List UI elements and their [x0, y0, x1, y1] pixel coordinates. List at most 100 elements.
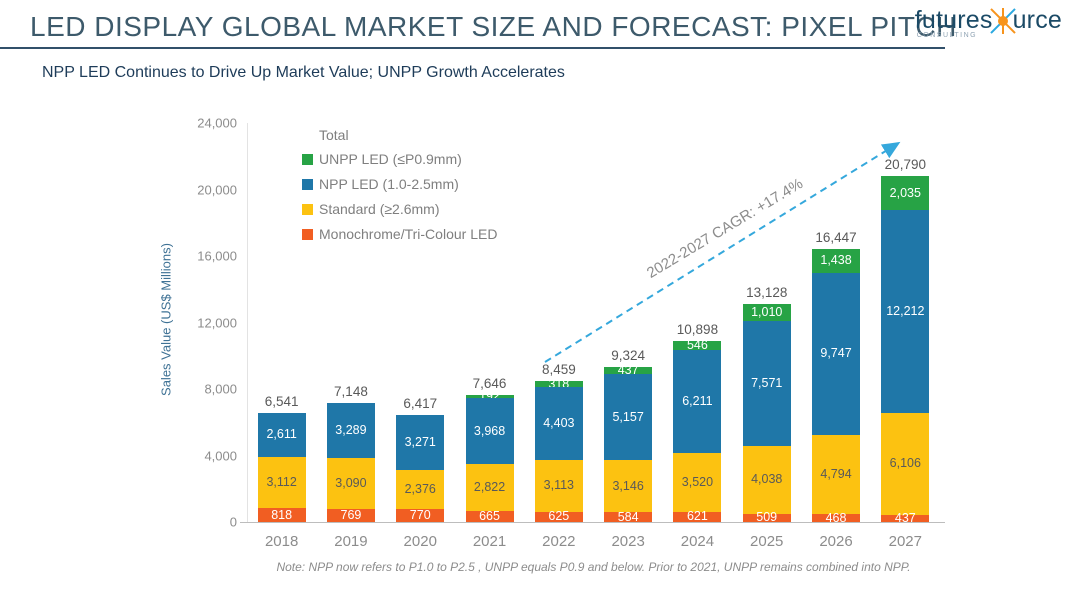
bar-stack: 3,271 2,376 770 — [396, 415, 445, 523]
bar-total-label: 20,790 — [884, 157, 926, 173]
y-axis-ticks: 0 4,000 8,000 12,000 16,000 20,000 24,000 — [160, 116, 237, 530]
y-tick-label: 20,000 — [197, 182, 237, 197]
bar-column-2026: 16,447 1,438 9,747 4,794 468 2026 — [801, 123, 870, 550]
legend-label: Monochrome/Tri-Colour LED — [319, 226, 498, 242]
segment-value-label: 770 — [409, 508, 431, 523]
bar-total-label: 6,541 — [264, 394, 299, 410]
bar-stack: 1,438 9,747 4,794 468 — [812, 248, 861, 524]
segment-value-label: 437 — [894, 510, 916, 525]
bar-segment: 12,212 — [881, 210, 930, 414]
segment-value-label: 818 — [271, 507, 293, 522]
bar-segment: 4,403 — [534, 386, 583, 460]
segment-value-label: 3,271 — [404, 435, 436, 450]
bar-segment: 3,271 — [396, 415, 445, 470]
bar-segment: 665 — [465, 508, 514, 523]
bar-total-label: 10,898 — [676, 321, 719, 337]
bar-segment: 6,106 — [881, 413, 930, 515]
bar-stack: 3,289 3,090 769 — [326, 403, 375, 523]
segment-value-label: 3,146 — [612, 478, 644, 493]
x-axis-label: 2025 — [750, 533, 784, 550]
bar-segment: 769 — [326, 508, 375, 523]
bar-segment: 2,611 — [257, 413, 306, 457]
bar-segment: 3,113 — [534, 459, 583, 512]
legend-item: UNPP LED (≤P0.9mm) — [302, 151, 497, 167]
bar-segment: 625 — [534, 509, 583, 524]
logo-tagline: CONSULTING — [916, 32, 978, 39]
bar-segment: 2,035 — [881, 176, 930, 211]
legend-swatch-icon — [302, 153, 313, 165]
segment-value-label: 2,611 — [266, 427, 297, 442]
x-axis-label: 2018 — [264, 533, 299, 550]
bar-total-label: 7,646 — [472, 375, 507, 391]
futuresource-logo: futures urce CONSULTING — [915, 6, 1062, 39]
legend-items: UNPP LED (≤P0.9mm) NPP LED (1.0-2.5mm) Sta… — [302, 151, 497, 242]
segment-value-label: 3,289 — [335, 423, 367, 438]
bar-segment: 3,112 — [257, 456, 306, 509]
bar-segment: 3,090 — [326, 457, 375, 510]
bar-stack: 1,010 7,571 4,038 509 — [742, 303, 791, 525]
bar-total-label: 13,128 — [746, 284, 788, 300]
y-tick-label: 8,000 — [204, 381, 237, 397]
legend-swatch-icon — [302, 203, 313, 215]
bar-segment: 509 — [742, 510, 791, 525]
bar-segment: 2,822 — [465, 464, 514, 511]
segment-value-label: 3,113 — [543, 478, 574, 493]
segment-value-label: 437 — [617, 363, 639, 378]
y-tick-label: 4,000 — [204, 448, 237, 463]
bar-column-2023: 9,324 437 5,157 3,146 584 2023 — [593, 123, 662, 550]
bar-segment: 1,010 — [742, 303, 791, 321]
segment-value-label: 584 — [617, 509, 639, 524]
segment-value-label: 621 — [686, 509, 708, 524]
segment-value-label: 3,090 — [335, 476, 367, 491]
bar-column-2018: 6,541 2,611 3,112 818 2018 — [247, 123, 316, 550]
segment-value-label: 4,794 — [820, 466, 852, 481]
bar-segment: 584 — [604, 509, 653, 524]
segment-value-label: 6,211 — [682, 394, 713, 409]
segment-value-label: 3,968 — [473, 423, 506, 438]
bar-column-2021: 7,646 192 3,968 2,822 665 2021 — [455, 123, 524, 550]
footnote: Note: NPP now refers to P1.0 to P2.5 , U… — [276, 560, 911, 574]
bar-segment: 3,289 — [326, 403, 375, 458]
bar-segment: 621 — [673, 509, 722, 524]
segment-value-label: 665 — [479, 508, 500, 523]
logo-text-suffix: urce — [1012, 6, 1062, 34]
bar-total-label: 9,324 — [611, 348, 646, 363]
bar-segment: 3,146 — [604, 460, 653, 513]
legend-label: NPP LED (1.0-2.5mm) — [319, 176, 459, 192]
x-axis-label: 2021 — [472, 533, 507, 550]
bar-column-2022: 8,459 318 4,403 3,113 625 2022 — [524, 123, 593, 550]
segment-value-label: 509 — [756, 510, 778, 525]
legend-item: NPP LED (1.0-2.5mm) — [302, 176, 497, 192]
bar-segment: 5,157 — [604, 374, 653, 460]
bar-column-2020: 6,417 3,271 2,376 770 2020 — [386, 123, 455, 550]
x-axis-label: 2022 — [542, 533, 576, 550]
bar-column-2019: 7,148 3,289 3,090 769 2019 — [316, 123, 385, 550]
bar-segment: 437 — [881, 510, 930, 525]
segment-value-label: 3,520 — [681, 474, 714, 489]
segment-value-label: 625 — [548, 509, 570, 524]
logo-text-prefix: futures — [914, 6, 993, 34]
bar-segment: 818 — [257, 507, 306, 522]
segment-value-label: 3,112 — [266, 475, 297, 490]
segment-value-label: 2,376 — [404, 481, 436, 496]
bar-stack: 2,035 12,212 6,106 437 — [881, 176, 930, 525]
bar-total-label: 16,447 — [815, 229, 857, 245]
bar-segment: 4,038 — [742, 446, 791, 514]
x-axis-label: 2024 — [680, 533, 715, 550]
segment-value-label: 769 — [340, 508, 362, 523]
logo-star-icon — [989, 8, 1016, 34]
bar-total-label: 6,417 — [403, 396, 438, 412]
bar-segment: 2,376 — [396, 469, 445, 510]
y-tick-label: 12,000 — [197, 315, 237, 330]
legend-swatch-icon — [302, 228, 313, 240]
segment-value-label: 546 — [686, 337, 708, 352]
x-axis-label: 2027 — [888, 533, 922, 550]
logo-wordmark: futures urce — [915, 6, 1062, 35]
legend-swatch-icon — [302, 178, 313, 190]
plot-area: 2022-2027 CAGR: +17.4% Total UNPP LED (≤… — [247, 123, 940, 550]
bar-segment: 1,438 — [812, 248, 861, 273]
x-axis-label: 2023 — [611, 533, 645, 550]
chart-legend: Total UNPP LED (≤P0.9mm) NPP LED (1.0-2.5… — [302, 127, 497, 251]
segment-value-label: 2,822 — [473, 480, 506, 494]
segment-value-label: 6,106 — [889, 456, 921, 471]
